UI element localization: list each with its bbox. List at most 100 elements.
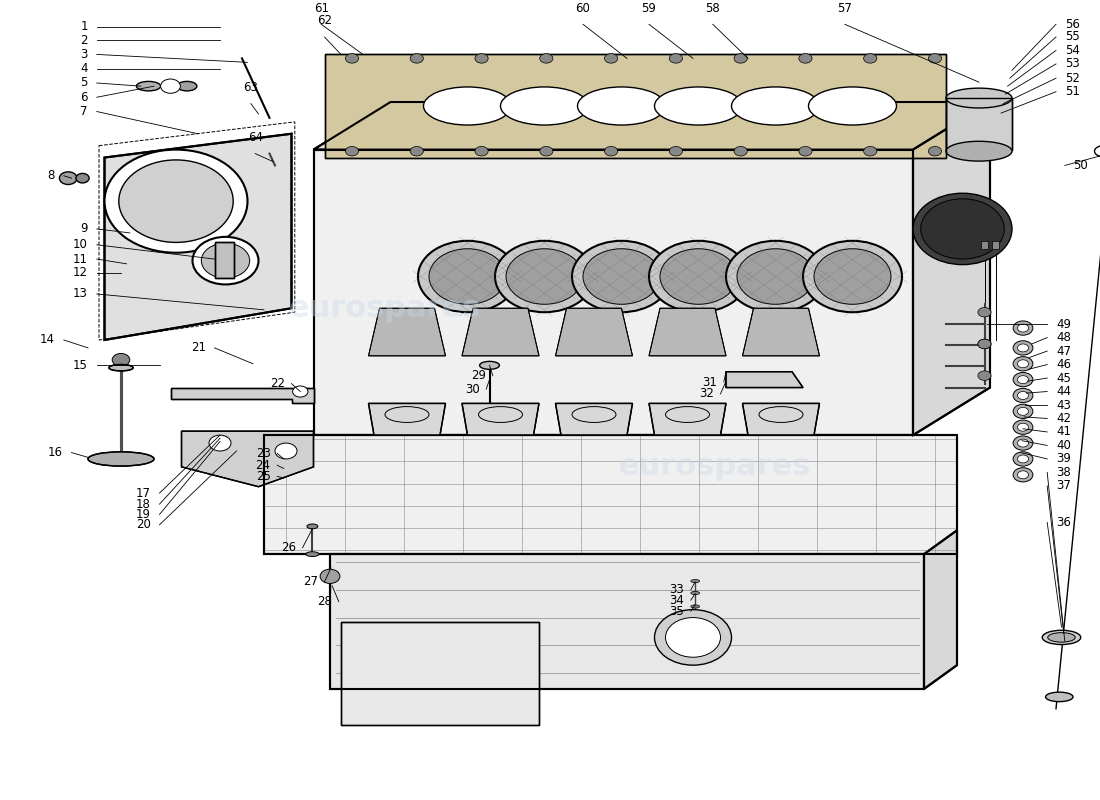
Circle shape — [410, 54, 424, 63]
Polygon shape — [462, 403, 539, 435]
Text: 24: 24 — [255, 458, 271, 472]
Circle shape — [726, 241, 825, 312]
Ellipse shape — [691, 591, 700, 594]
Circle shape — [1018, 391, 1028, 399]
Ellipse shape — [497, 100, 592, 144]
Circle shape — [1018, 455, 1028, 463]
Circle shape — [59, 172, 77, 185]
Circle shape — [1013, 357, 1033, 371]
Ellipse shape — [808, 87, 896, 125]
Circle shape — [475, 54, 488, 63]
Ellipse shape — [651, 100, 746, 144]
Ellipse shape — [946, 142, 1012, 161]
Circle shape — [605, 146, 618, 156]
Bar — [214, 242, 234, 278]
Ellipse shape — [805, 100, 900, 144]
Circle shape — [275, 443, 297, 459]
Ellipse shape — [574, 100, 668, 144]
Polygon shape — [182, 431, 314, 486]
Circle shape — [345, 54, 359, 63]
Circle shape — [112, 354, 130, 366]
Text: 63: 63 — [243, 81, 258, 94]
Circle shape — [978, 371, 991, 381]
Text: 22: 22 — [270, 377, 285, 390]
Text: 25: 25 — [255, 470, 271, 483]
Text: 21: 21 — [190, 342, 206, 354]
Ellipse shape — [728, 100, 823, 144]
Circle shape — [1013, 341, 1033, 355]
Polygon shape — [924, 530, 957, 689]
Circle shape — [605, 54, 618, 63]
Circle shape — [649, 241, 748, 312]
Text: 35: 35 — [670, 605, 684, 618]
Ellipse shape — [578, 87, 666, 125]
Circle shape — [293, 386, 308, 397]
Text: 58: 58 — [705, 2, 720, 14]
Circle shape — [978, 339, 991, 349]
Circle shape — [1013, 404, 1033, 418]
Text: 62: 62 — [317, 14, 332, 27]
Circle shape — [913, 194, 1012, 265]
Text: 55: 55 — [1065, 30, 1079, 43]
Text: 3: 3 — [80, 48, 88, 61]
Polygon shape — [649, 308, 726, 356]
Text: 33: 33 — [670, 583, 684, 596]
Circle shape — [1018, 423, 1028, 431]
Bar — [981, 241, 988, 249]
Circle shape — [192, 237, 258, 285]
Bar — [946, 98, 1012, 150]
Circle shape — [161, 79, 180, 94]
Text: 45: 45 — [1056, 371, 1071, 385]
Text: 64: 64 — [248, 131, 263, 144]
Text: 32: 32 — [698, 387, 714, 401]
Polygon shape — [913, 102, 990, 435]
Circle shape — [1018, 376, 1028, 383]
Polygon shape — [556, 308, 632, 356]
Circle shape — [572, 241, 671, 312]
Text: 54: 54 — [1065, 44, 1080, 57]
Text: 17: 17 — [135, 486, 151, 499]
Circle shape — [734, 146, 747, 156]
Polygon shape — [726, 372, 803, 387]
Text: 19: 19 — [135, 508, 151, 521]
Ellipse shape — [420, 100, 515, 144]
Ellipse shape — [109, 365, 133, 371]
Circle shape — [734, 54, 747, 63]
Polygon shape — [556, 403, 632, 435]
Circle shape — [1013, 452, 1033, 466]
Circle shape — [666, 618, 720, 658]
Text: 39: 39 — [1056, 453, 1071, 466]
Ellipse shape — [1045, 692, 1072, 702]
Text: 28: 28 — [317, 595, 332, 608]
Circle shape — [475, 146, 488, 156]
Text: 11: 11 — [73, 253, 88, 266]
Circle shape — [540, 54, 553, 63]
Circle shape — [1018, 360, 1028, 368]
Circle shape — [921, 198, 1004, 259]
Text: 27: 27 — [302, 575, 318, 588]
Polygon shape — [742, 403, 820, 435]
Circle shape — [495, 241, 594, 312]
Text: 52: 52 — [1065, 72, 1080, 85]
Ellipse shape — [946, 88, 1012, 108]
Text: 48: 48 — [1056, 331, 1071, 344]
Text: 34: 34 — [669, 594, 684, 606]
Text: 53: 53 — [1065, 58, 1079, 70]
Text: eurospares: eurospares — [618, 452, 812, 482]
Ellipse shape — [691, 579, 700, 582]
Text: 50: 50 — [1074, 159, 1088, 172]
Text: 16: 16 — [47, 446, 63, 459]
Ellipse shape — [177, 82, 197, 91]
Circle shape — [737, 249, 814, 304]
Text: 36: 36 — [1056, 516, 1071, 529]
Text: 4: 4 — [80, 62, 88, 75]
Text: eurospares: eurospares — [288, 294, 482, 322]
Circle shape — [799, 54, 812, 63]
Ellipse shape — [136, 82, 161, 91]
Text: 41: 41 — [1056, 426, 1071, 438]
Polygon shape — [368, 403, 446, 435]
Circle shape — [799, 146, 812, 156]
Text: 6: 6 — [80, 90, 88, 104]
Text: 14: 14 — [40, 334, 55, 346]
Circle shape — [1018, 407, 1028, 415]
